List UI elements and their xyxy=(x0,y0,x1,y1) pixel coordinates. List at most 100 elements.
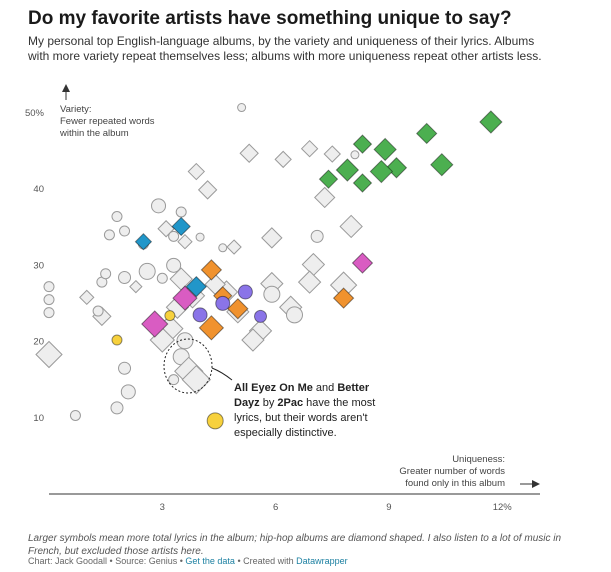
x-axis-label-line2: Greater number of words xyxy=(399,466,505,477)
album-diamond-blue[interactable] xyxy=(171,216,191,237)
album-circle-gray[interactable] xyxy=(168,230,180,242)
album-circle-gray[interactable] xyxy=(263,285,281,303)
album-diamond-pink[interactable] xyxy=(172,285,198,311)
album-diamond-green[interactable] xyxy=(318,169,339,189)
album-circle-gray[interactable] xyxy=(92,305,104,317)
album-diamond-orange[interactable] xyxy=(200,259,223,281)
album-circle-gray[interactable] xyxy=(168,374,180,386)
y-tick-label: 30 xyxy=(33,260,44,271)
x-tick-label: 12% xyxy=(493,502,513,513)
album-diamond-gray[interactable] xyxy=(339,214,363,239)
album-circle-purple[interactable] xyxy=(192,307,208,323)
credit-source: Source: Genius xyxy=(115,556,178,566)
y-tick-label: 10 xyxy=(33,413,44,424)
album-circle-gray[interactable] xyxy=(118,271,132,285)
album-diamond-gray[interactable] xyxy=(300,139,319,158)
album-circle-gray[interactable] xyxy=(350,150,360,160)
annotation-album2a: Better xyxy=(337,382,370,394)
album-diamond-gray[interactable] xyxy=(239,143,259,163)
chart-title: Do my favorite artists have something un… xyxy=(28,8,512,29)
y-axis-label-line1: Variety: xyxy=(60,104,92,115)
y-tick-label: 40 xyxy=(33,184,44,195)
album-diamond-gray[interactable] xyxy=(297,270,322,294)
album-circle-gray[interactable] xyxy=(237,103,247,113)
album-diamond-gray[interactable] xyxy=(323,145,341,163)
album-circle-gray[interactable] xyxy=(195,232,205,242)
album-circle-gray[interactable] xyxy=(69,409,81,421)
album-diamond-gray[interactable] xyxy=(301,252,326,277)
album-diamond-gray[interactable] xyxy=(226,239,242,255)
album-diamond-gray[interactable] xyxy=(177,233,193,250)
x-tick-label: 3 xyxy=(160,502,165,513)
album-diamond-gray[interactable] xyxy=(79,289,95,306)
album-circle-gray[interactable] xyxy=(166,257,182,273)
album-diamond-gray[interactable] xyxy=(129,279,143,294)
album-circle-gray[interactable] xyxy=(138,262,156,280)
album-diamond-orange[interactable] xyxy=(332,287,355,309)
album-circle-gray[interactable] xyxy=(119,225,131,237)
album-circle-yellow[interactable] xyxy=(164,310,176,322)
album-circle-gray[interactable] xyxy=(176,332,194,350)
album-circle-gray[interactable] xyxy=(218,243,228,253)
album-diamond-orange[interactable] xyxy=(227,298,249,320)
album-circle-gray[interactable] xyxy=(103,229,115,241)
album-circle-gray[interactable] xyxy=(175,206,187,218)
album-diamond-gray[interactable] xyxy=(181,364,212,395)
album-circle-purple[interactable] xyxy=(237,284,253,300)
album-circle-gray[interactable] xyxy=(43,281,55,293)
album-circle-gray[interactable] xyxy=(43,307,55,319)
annotation-line4: especially distinctive. xyxy=(234,427,337,439)
y-tick-label: 20 xyxy=(33,337,44,348)
album-diamond-green[interactable] xyxy=(373,137,397,162)
album-diamond-gray[interactable] xyxy=(241,328,265,352)
get-data-link[interactable]: Get the data xyxy=(185,556,235,566)
annotation-artist: 2Pac xyxy=(277,397,303,409)
album-diamond-gray[interactable] xyxy=(274,150,292,169)
album-circle-purple[interactable] xyxy=(254,309,268,323)
album-diamond-gray[interactable] xyxy=(314,186,336,209)
album-circle-gray[interactable] xyxy=(120,384,136,400)
album-circle-yellow[interactable] xyxy=(111,334,123,346)
album-diamond-green[interactable] xyxy=(369,159,394,184)
album-circle-gray[interactable] xyxy=(310,229,324,243)
album-diamond-green[interactable] xyxy=(415,122,438,145)
album-diamond-blue[interactable] xyxy=(185,275,208,298)
album-circle-gray[interactable] xyxy=(111,211,123,223)
album-diamond-green[interactable] xyxy=(352,134,373,154)
credit-sep: • xyxy=(107,556,116,566)
album-diamond-gray[interactable] xyxy=(35,340,63,369)
chart-notes: Larger symbols mean more total lyrics in… xyxy=(28,533,562,557)
album-circle-gray[interactable] xyxy=(110,401,124,415)
datawrapper-link[interactable]: Datawrapper xyxy=(296,556,348,566)
annotation-line3: lyrics, but their words aren't xyxy=(234,412,368,424)
scatter-chart: 10 20 30 40 50% 3 6 9 12% Variety: Fewer repeate… xyxy=(25,84,540,513)
album-circle-yellow[interactable] xyxy=(206,412,224,430)
album-diamond-green[interactable] xyxy=(335,158,360,182)
album-diamond-orange[interactable] xyxy=(198,315,225,341)
chart-subtitle: My personal top English-language albums,… xyxy=(28,34,542,63)
album-diamond-green[interactable] xyxy=(479,110,503,134)
album-diamond-pink[interactable] xyxy=(351,252,374,274)
x-axis-label-line1: Uniqueness: xyxy=(452,454,505,465)
album-circle-gray[interactable] xyxy=(43,294,55,306)
x-tick-label: 6 xyxy=(273,502,278,513)
credit-author: Chart: Jack Goodall xyxy=(28,556,108,566)
album-diamond-gray[interactable] xyxy=(261,227,283,249)
album-circle-purple[interactable] xyxy=(215,295,231,311)
album-circle-gray[interactable] xyxy=(286,306,303,324)
album-diamond-gray[interactable] xyxy=(197,180,218,200)
album-diamond-green[interactable] xyxy=(385,157,408,179)
album-circle-gray[interactable] xyxy=(100,268,112,280)
album-circle-gray[interactable] xyxy=(156,272,168,284)
album-diamond-pink[interactable] xyxy=(141,310,169,338)
album-diamond-gray[interactable] xyxy=(187,162,206,181)
album-diamond-green[interactable] xyxy=(430,152,454,177)
album-diamond-blue[interactable] xyxy=(134,232,153,251)
album-diamond-gray[interactable] xyxy=(157,220,175,238)
album-diamond-green[interactable] xyxy=(352,173,373,193)
credit-sep: • Created with xyxy=(234,556,297,566)
album-circle-gray[interactable] xyxy=(118,361,132,375)
x-axis-label-line3: found only in this album xyxy=(405,478,505,489)
y-tick-label: 50% xyxy=(25,108,45,119)
album-circle-gray[interactable] xyxy=(151,198,167,214)
